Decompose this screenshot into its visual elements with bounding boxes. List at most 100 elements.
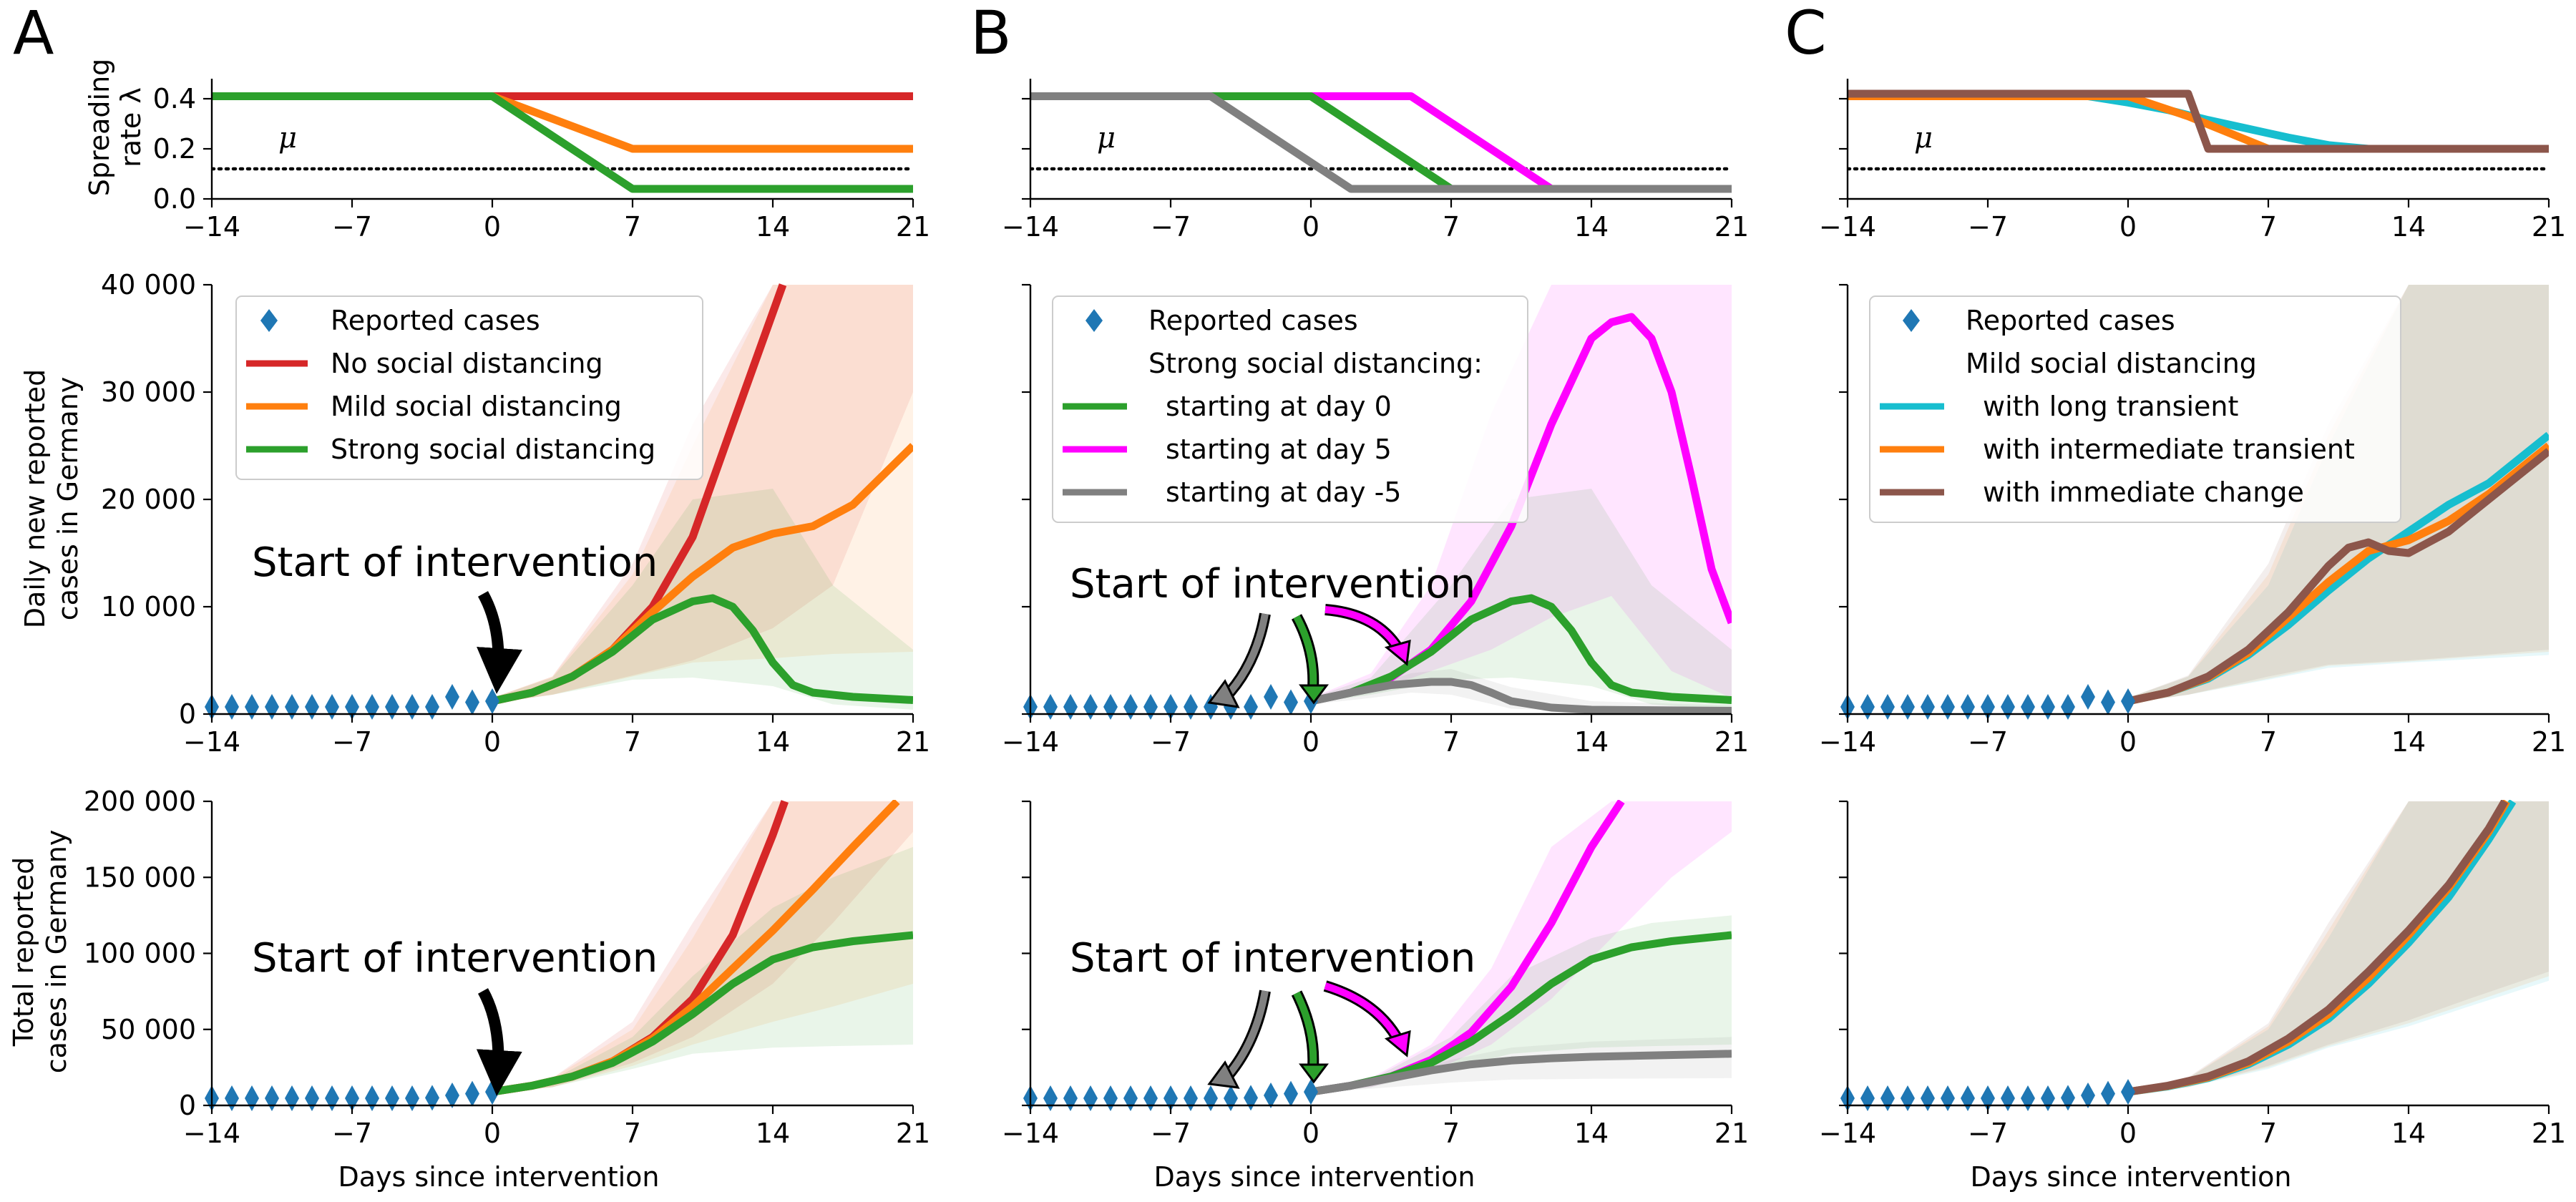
reported-point	[1901, 694, 1915, 720]
arrow-b-daily-magenta	[1324, 606, 1402, 652]
reported-point	[1921, 1085, 1935, 1111]
x-tick-label: −14	[183, 211, 240, 243]
reported-point	[1244, 694, 1258, 720]
legend-b-label-day0: starting at day 0	[1166, 391, 1392, 422]
xlabel-c: Days since intervention	[1971, 1161, 2292, 1193]
reported-point	[1083, 1085, 1098, 1111]
ylabel-total-line1: Total reported	[8, 857, 39, 1047]
legend-c-label-immediate: with immediate change	[1983, 477, 2304, 508]
legend-b-label-day5: starting at day 5	[1166, 434, 1392, 465]
reported-point	[1063, 1085, 1078, 1111]
y-tick-label: 200 000	[84, 786, 196, 817]
x-tick-label: 7	[624, 1118, 641, 1149]
reported-point	[2121, 1079, 2135, 1105]
band-mild	[492, 285, 913, 703]
y-tick-label: 10 000	[101, 591, 196, 622]
legend-a-frame	[235, 295, 703, 480]
ylabel-daily-line1: Daily new reported	[19, 369, 51, 628]
x-tick-label: 7	[1443, 1118, 1460, 1149]
series-immediate	[2127, 448, 2549, 705]
x-tick-label: 14	[2391, 211, 2426, 243]
reported-point	[1063, 694, 1078, 720]
arrow-b-total-magenta-head	[1384, 1030, 1411, 1057]
legend-c-frame	[1869, 295, 2401, 523]
reported-point	[385, 1085, 399, 1111]
reported-point	[1961, 694, 1975, 720]
reported-point	[285, 1085, 299, 1111]
legend-b-label-reported: Reported cases	[1148, 305, 1358, 336]
legend-b-label-group: Strong social distancing:	[1148, 348, 1483, 379]
reported-point	[265, 694, 279, 720]
y-tick-label: 100 000	[84, 938, 196, 969]
plot-area	[212, 92, 913, 193]
reported-point	[305, 1085, 319, 1111]
plot-area	[2127, 800, 2549, 1096]
reported-point	[225, 694, 239, 720]
arrow-b-total-green-head	[1299, 1063, 1329, 1084]
mu-label: μ	[1914, 122, 1933, 155]
series-dayminus5	[1030, 92, 1732, 193]
band-mild	[492, 801, 913, 1093]
reported-point	[305, 694, 319, 720]
ylabel-rate-line1: Spreading	[84, 59, 115, 197]
reported-point	[1204, 1085, 1218, 1111]
x-tick-label: −7	[1151, 1118, 1191, 1149]
reported-point	[1941, 1085, 1955, 1111]
reported-point	[245, 694, 259, 720]
series-dayminus5	[1310, 1050, 1732, 1096]
panel-a-total-chart: −14 −7 0 7 14 21 0 50 000 100 000 150 000 200 000	[84, 786, 930, 1149]
x-tick-label: 14	[756, 211, 790, 243]
reported-point	[425, 694, 439, 720]
arrow-b-total-gray-head	[1207, 1060, 1240, 1089]
reported-point	[465, 1080, 479, 1107]
band-intermediate	[2128, 801, 2549, 1093]
annotation-b-total: Start of intervention	[1070, 935, 1475, 982]
reported-point	[2001, 1085, 2015, 1111]
y-tick-label: 40 000	[101, 269, 196, 300]
xlabel-a: Days since intervention	[338, 1161, 660, 1193]
plot-area	[1030, 92, 1732, 193]
x-tick-label: −7	[1968, 1118, 2008, 1149]
ylabel-total: Total reported cases in Germany	[8, 830, 72, 1074]
x-tick-label: −14	[1002, 211, 1059, 243]
arrow-b-total-gray	[1222, 990, 1269, 1082]
x-tick-label: −14	[1002, 726, 1059, 758]
legend-b-frame	[1052, 295, 1528, 523]
reported-point	[365, 1085, 379, 1111]
plot-area	[491, 283, 913, 710]
x-tick-label: 0	[484, 211, 501, 243]
reported-point	[365, 694, 379, 720]
y-tick-label: 0.0	[153, 183, 196, 215]
mu-label: μ	[278, 122, 297, 155]
x-tick-label: 14	[756, 726, 790, 758]
reported-point	[1961, 1085, 1975, 1111]
x-tick-label: −14	[183, 1118, 240, 1149]
x-tick-label: 7	[2260, 726, 2277, 758]
reported-point	[1123, 694, 1138, 720]
reported-point	[445, 1082, 459, 1108]
x-tick-label: −14	[1819, 211, 1876, 243]
legend-a: Reported cases No social distancing Mild…	[235, 295, 703, 480]
ylabel-total-line2: cases in Germany	[41, 830, 72, 1074]
arrow-b-total-magenta-outline	[1323, 980, 1405, 1044]
x-tick-label: 14	[1574, 726, 1609, 758]
legend-b-label-dayminus5: starting at day -5	[1166, 477, 1401, 508]
xlabel-b: Days since intervention	[1154, 1161, 1475, 1193]
x-tick-label: 0	[1302, 211, 1319, 243]
legend-b: Reported cases Strong social distancing:…	[1052, 295, 1528, 523]
panel-letter-b: B	[970, 0, 1012, 68]
reported-point	[405, 1085, 419, 1111]
x-tick-label: −14	[183, 726, 240, 758]
annotation-a-daily: Start of intervention	[252, 539, 658, 586]
panel-b-rate-chart: μ −14 −7 0 7 14 21	[1002, 79, 1749, 243]
reported-point	[1244, 1085, 1258, 1111]
reported-point	[1123, 1085, 1138, 1111]
reported-point	[1184, 1085, 1198, 1111]
x-tick-label: 14	[756, 1118, 790, 1149]
reported-point	[1860, 694, 1875, 720]
x-tick-label: 21	[2532, 1118, 2566, 1149]
series-strong	[491, 594, 913, 705]
x-tick-label: 0	[2119, 211, 2137, 243]
reported-point	[1284, 1080, 1298, 1107]
x-tick-label: −7	[1968, 726, 2008, 758]
